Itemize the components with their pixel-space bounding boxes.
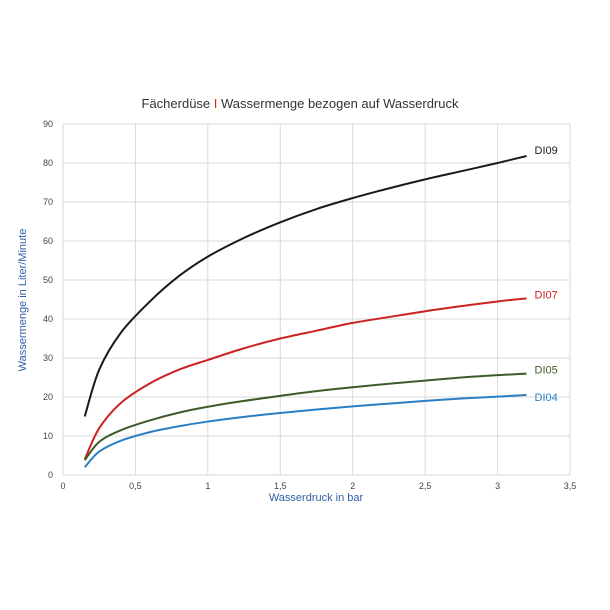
x-tick-label: 1 (205, 481, 210, 491)
y-tick-label: 10 (43, 431, 53, 441)
x-tick-label: 2,5 (419, 481, 432, 491)
chart-title-part-1: I (214, 96, 218, 111)
y-tick-label: 20 (43, 392, 53, 402)
series-label-di04: DI04 (535, 392, 558, 404)
y-tick-label: 80 (43, 158, 53, 168)
series-lines (83, 155, 527, 468)
x-tick-label: 3 (495, 481, 500, 491)
chart-title-part-2: Wassermenge bezogen auf Wasserdruck (217, 96, 459, 111)
chart-title-part-0: Fächerdüse (142, 96, 214, 111)
y-tick-label: 90 (43, 119, 53, 129)
y-tick-label: 0 (48, 470, 53, 480)
series-labels: DI09 DI07 DI05 DI04 (535, 145, 558, 404)
series-line-di04 (83, 394, 527, 468)
series-label-di05: DI05 (535, 365, 558, 377)
x-tick-label: 3,5 (564, 481, 577, 491)
series-label-di09: DI09 (535, 145, 558, 157)
y-tick-label: 30 (43, 353, 53, 363)
x-tick-label: 1,5 (274, 481, 287, 491)
x-tick-label: 0 (60, 481, 65, 491)
x-tick-label: 2 (350, 481, 355, 491)
chart-title: Fächerdüse I Wassermenge bezogen auf Was… (142, 96, 459, 111)
series-line-di09 (83, 155, 527, 417)
tick-labels: 0 10 20 30 40 50 60 70 80 90 0 0,5 1 1,5 2 2,5 3 3,5 (43, 119, 576, 491)
series-line-di05 (83, 372, 527, 461)
x-tick-label: 0,5 (129, 481, 142, 491)
y-axis-title: Wassermenge in Liter/Minute (17, 229, 29, 372)
y-tick-label: 40 (43, 314, 53, 324)
series-line-di07 (83, 297, 527, 460)
y-tick-label: 50 (43, 275, 53, 285)
y-tick-label: 70 (43, 197, 53, 207)
series-label-di07: DI07 (535, 289, 558, 301)
grid (62, 123, 571, 476)
x-axis-title: Wasserdruck in bar (269, 492, 364, 504)
y-tick-label: 60 (43, 236, 53, 246)
